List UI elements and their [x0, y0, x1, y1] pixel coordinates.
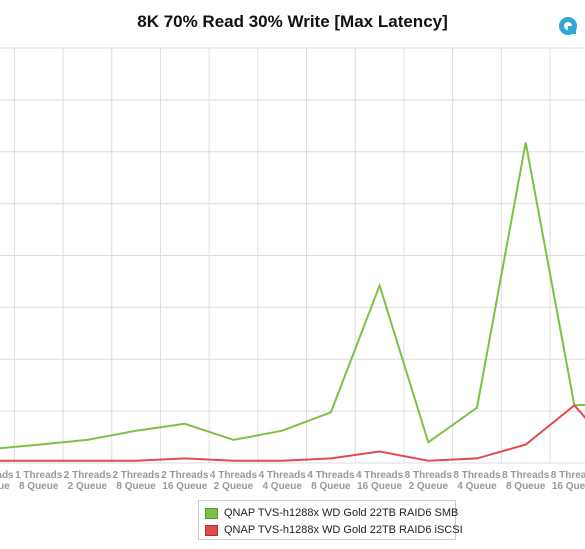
x-tick-label: 8 Threads 2 Queue [405, 470, 453, 492]
legend-label-smb: QNAP TVS-h1288x WD Gold 22TB RAID6 SMB [224, 507, 459, 519]
x-tick-label: 2 Threads 8 Queue [112, 470, 160, 492]
x-tick-label: 2 Threads 16 Queue [161, 470, 209, 492]
series-layer [0, 142, 585, 462]
x-tick-label: 4 Threads 16 Queue [356, 470, 404, 492]
x-tick-label: 4 Threads 2 Queue [210, 470, 258, 492]
legend-label-iscsi: QNAP TVS-h1288x WD Gold 22TB RAID6 iSCSI [224, 524, 463, 536]
series-line-iscsi [0, 404, 585, 462]
legend-item-iscsi[interactable]: QNAP TVS-h1288x WD Gold 22TB RAID6 iSCSI [205, 522, 463, 538]
legend-item-smb[interactable]: QNAP TVS-h1288x WD Gold 22TB RAID6 SMB [205, 505, 458, 521]
series-line-smb [0, 142, 585, 450]
x-tick-label: 8 Threads 4 Queue [453, 470, 501, 492]
legend-swatch-iscsi [205, 524, 218, 536]
chart-title: 8K 70% Read 30% Write [Max Latency] [137, 12, 448, 31]
gridlines [0, 47, 585, 464]
x-tick-label: 2 Threads 2 Queue [64, 470, 112, 492]
x-tick-label: 4 Threads 8 Queue [307, 470, 355, 492]
legend-swatch-smb [205, 507, 218, 519]
x-tick-label: 1 Threads 8 Queue [15, 470, 63, 492]
x-tick-label: 4 Threads 4 Queue [259, 470, 307, 492]
legend: QNAP TVS-h1288x WD Gold 22TB RAID6 SMB Q… [198, 500, 463, 540]
logo-icon [559, 17, 577, 35]
x-tick-label: 8 Threads 8 Queue [502, 470, 550, 492]
